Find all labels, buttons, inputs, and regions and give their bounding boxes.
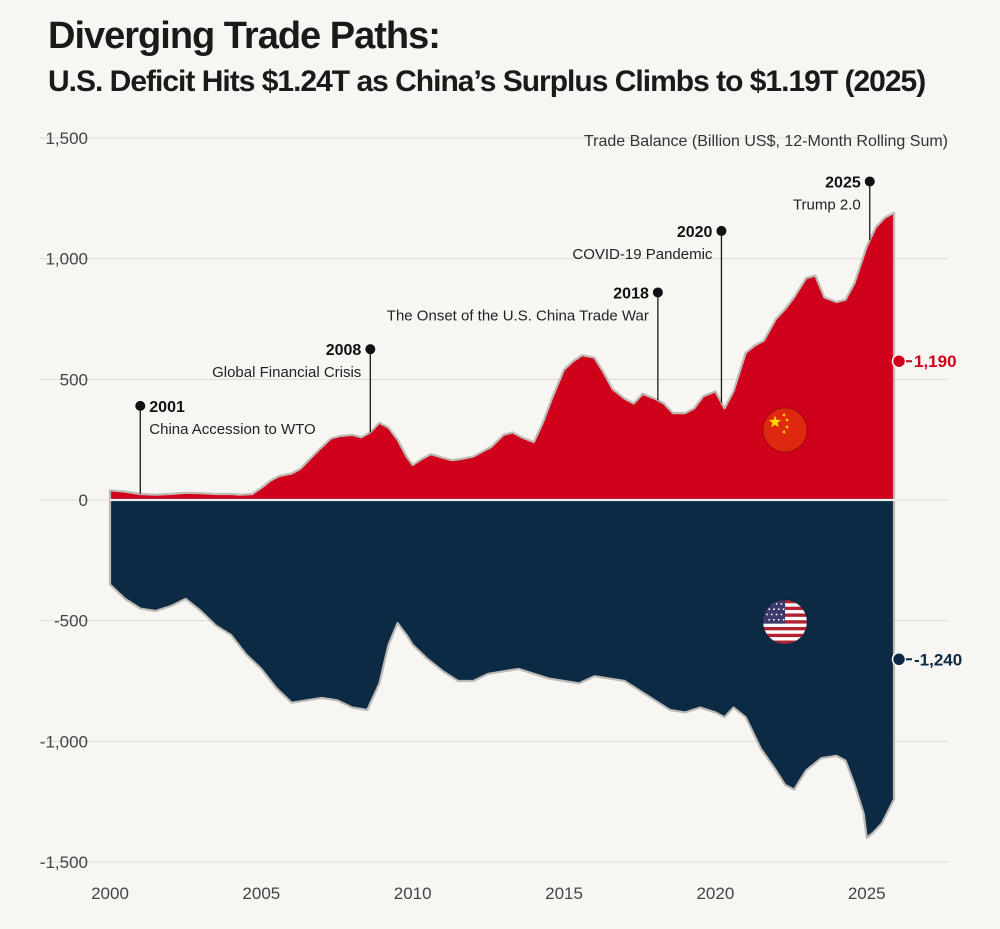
annotation-year: 2001 — [149, 399, 185, 416]
annotation-text: China Accession to WTO — [149, 421, 315, 438]
x-tick-label: 2005 — [242, 884, 280, 903]
x-tick-label: 2020 — [696, 884, 734, 903]
x-tick-label: 2010 — [394, 884, 432, 903]
us-flag-rim — [762, 599, 808, 645]
y-tick-label: 0 — [79, 491, 88, 510]
y-tick-label: 500 — [60, 370, 88, 389]
china-flag-icon — [762, 407, 808, 453]
annotation-year: 2008 — [326, 342, 362, 359]
event-annotation: 2008 Global Financial Crisis — [212, 342, 376, 433]
flag-layer — [762, 407, 808, 645]
y-axis-label: Trade Balance (Billion US$, 12-Month Rol… — [584, 133, 948, 150]
x-tick-label: 2025 — [848, 884, 886, 903]
event-annotation: 2025 Trump 2.0 — [793, 174, 875, 241]
annotation-dot — [652, 287, 663, 298]
event-annotation: 2001 China Accession to WTO — [135, 399, 316, 494]
annotation-text: Trump 2.0 — [793, 196, 861, 213]
us-flag-icon — [762, 599, 808, 645]
x-tick-label: 2000 — [91, 884, 129, 903]
china-end-label: 1,190 — [891, 352, 957, 371]
china-flag-small-star — [785, 417, 790, 423]
us-flag-star — [780, 613, 783, 616]
us-deficit-area — [108, 498, 896, 839]
us-flag-star — [775, 603, 778, 605]
us-flag-star — [770, 613, 773, 616]
china-flag-big-star — [768, 415, 782, 428]
annotation-dot — [864, 176, 875, 187]
end-label-dot — [891, 353, 907, 369]
end-label-value: -1,240 — [914, 650, 962, 669]
us-flag-stripe — [763, 640, 807, 644]
end-label-dot — [891, 652, 907, 667]
china-flag-rim — [762, 407, 808, 453]
y-tick-label: 1,000 — [45, 250, 88, 269]
y-tick-label: -1,500 — [40, 853, 88, 872]
us-flag-star — [766, 613, 768, 616]
us-flag-star — [773, 608, 775, 611]
chart-title: Diverging Trade Paths: — [48, 15, 441, 57]
annotation-year: 2020 — [677, 224, 713, 241]
annotation-dot — [135, 400, 146, 411]
china-flag-fill — [763, 408, 807, 452]
us-flag-star — [768, 618, 771, 621]
china-flag-small-star — [785, 424, 790, 430]
event-annotation: 2020 COVID-19 Pandemic — [572, 224, 727, 403]
us-flag-star — [780, 603, 783, 605]
annotation-text: COVID-19 Pandemic — [572, 246, 713, 263]
y-tick-label: -500 — [54, 612, 88, 631]
us-flag-star — [777, 608, 780, 611]
annotation-dot — [365, 344, 376, 355]
annotation-text: The Onset of the U.S. China Trade War — [387, 307, 649, 324]
annotation-text: Global Financial Crisis — [212, 364, 361, 381]
annotation-year: 2025 — [825, 174, 861, 191]
x-tick-label: 2015 — [545, 884, 583, 903]
us-flag-star — [768, 608, 771, 611]
event-annotation: 2018 The Onset of the U.S. China Trade Wa… — [387, 285, 663, 401]
us-end-label: -1,240 — [891, 650, 962, 669]
us-flag-stripe — [763, 633, 807, 638]
us-flag-star — [782, 608, 785, 611]
china-flag-small-star — [782, 412, 787, 418]
annotation-layer: 2001 China Accession to WTO 2008 Global Fin… — [135, 174, 875, 494]
y-tick-label: 1,500 — [45, 129, 88, 148]
us-flag-stripe — [763, 626, 807, 631]
area-layer — [108, 211, 897, 839]
end-label-layer: 1,190 -1,240 — [891, 352, 962, 669]
us-flag-star — [782, 618, 785, 621]
end-label-value: 1,190 — [914, 352, 957, 371]
us-flag-star — [775, 613, 778, 616]
us-flag-star — [777, 618, 780, 621]
china-surplus-area — [108, 211, 896, 502]
chart-subtitle: U.S. Deficit Hits $1.24T as China’s Surp… — [48, 65, 926, 98]
annotation-year: 2018 — [613, 285, 649, 302]
us-flag-fill — [763, 599, 807, 644]
annotation-dot — [716, 225, 727, 236]
china-flag-small-star — [782, 429, 787, 435]
us-flag-star — [773, 618, 775, 621]
y-tick-label: -1,000 — [40, 732, 88, 751]
